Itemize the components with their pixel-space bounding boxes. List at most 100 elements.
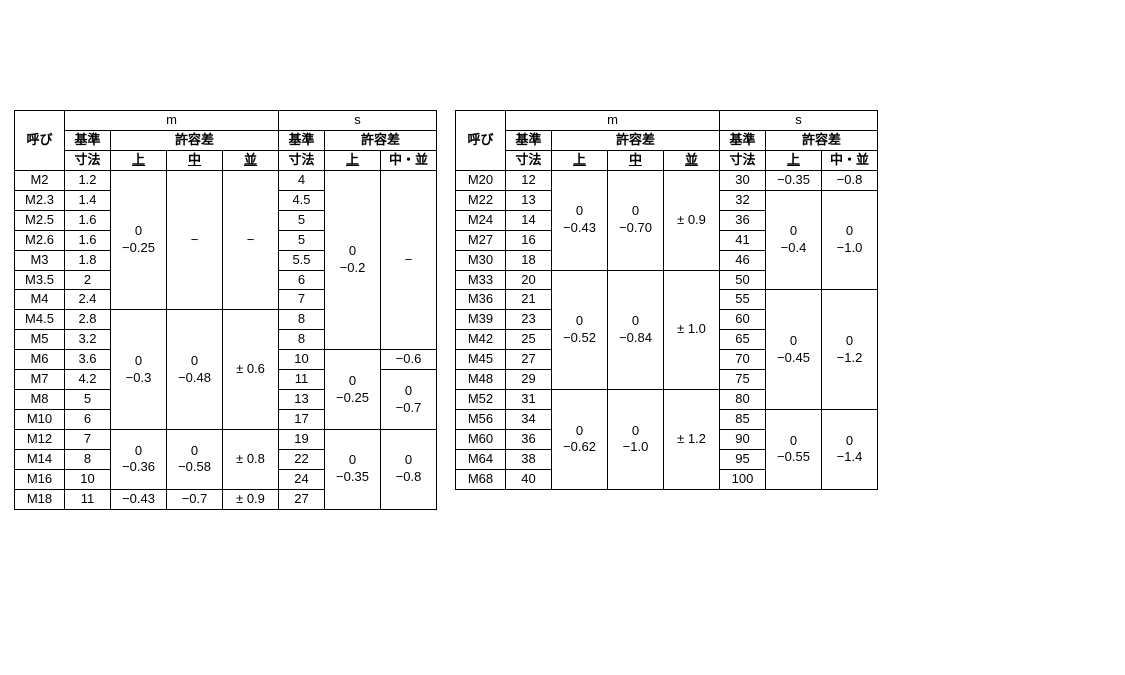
cell-k: 3.6 (65, 350, 111, 370)
cell-yobi: M22 (456, 190, 506, 210)
col-chu: 中 (167, 150, 223, 170)
cell-s: 7 (279, 290, 325, 310)
col-kijun: 基準 (279, 130, 325, 150)
cell-yobi: M33 (456, 270, 506, 290)
cell-m-chu: 0−1.0 (608, 390, 664, 490)
col-group-s: s (720, 111, 878, 131)
cell-yobi: M30 (456, 250, 506, 270)
cell-m-nami: − (223, 170, 279, 310)
cell-s: 80 (720, 390, 766, 410)
cell-k: 5 (65, 390, 111, 410)
cell-s-cn: − (381, 170, 437, 349)
col-kyoyo: 許容差 (552, 130, 720, 150)
cell-k: 27 (506, 350, 552, 370)
cell-yobi: M52 (456, 390, 506, 410)
table-header-row: 呼び m s (15, 111, 437, 131)
cell-s: 85 (720, 410, 766, 430)
cell-s-cn: 0−0.7 (381, 370, 437, 430)
cell-s: 22 (279, 449, 325, 469)
cell-s: 75 (720, 370, 766, 390)
cell-k: 1.8 (65, 250, 111, 270)
cell-k: 1.6 (65, 210, 111, 230)
cell-s: 24 (279, 469, 325, 489)
cell-k: 7 (65, 430, 111, 450)
cell-m-ue: 0−0.52 (552, 270, 608, 390)
cell-s: 11 (279, 370, 325, 390)
cell-m-ue: −0.43 (111, 489, 167, 509)
col-sunpo: 寸法 (279, 150, 325, 170)
cell-k: 20 (506, 270, 552, 290)
cell-yobi: M3.5 (15, 270, 65, 290)
cell-k: 38 (506, 449, 552, 469)
cell-m-chu: − (167, 170, 223, 310)
cell-k: 13 (506, 190, 552, 210)
cell-k: 1.6 (65, 230, 111, 250)
cell-yobi: M42 (456, 330, 506, 350)
cell-s: 8 (279, 330, 325, 350)
cell-yobi: M4.5 (15, 310, 65, 330)
col-group-m: m (506, 111, 720, 131)
cell-s-cn: 0−1.0 (822, 190, 878, 290)
col-chu-nami: 中・並 (822, 150, 878, 170)
cell-s: 6 (279, 270, 325, 290)
table-row: M12 7 0−0.36 0−0.58 ± 0.8 19 0−0.35 0−0.… (15, 430, 437, 450)
cell-s: 30 (720, 170, 766, 190)
cell-s-ue: 0−0.25 (325, 350, 381, 430)
tolerance-table-left: 呼び m s 基準 許容差 基準 許容差 寸法 上 中 並 寸法 上 中・並 M… (14, 110, 437, 510)
col-sunpo: 寸法 (506, 150, 552, 170)
cell-m-ue: 0−0.62 (552, 390, 608, 490)
cell-s: 55 (720, 290, 766, 310)
cell-s: 19 (279, 430, 325, 450)
col-kijun: 基準 (65, 130, 111, 150)
cell-k: 23 (506, 310, 552, 330)
cell-m-chu: 0−0.48 (167, 310, 223, 430)
table-header-row: 寸法 上 中 並 寸法 上 中・並 (15, 150, 437, 170)
cell-s: 100 (720, 469, 766, 489)
cell-yobi: M56 (456, 410, 506, 430)
cell-yobi: M10 (15, 410, 65, 430)
cell-yobi: M2 (15, 170, 65, 190)
cell-k: 1.4 (65, 190, 111, 210)
cell-m-ue: 0−0.36 (111, 430, 167, 490)
cell-k: 8 (65, 449, 111, 469)
cell-k: 25 (506, 330, 552, 350)
cell-m-ue: 0−0.25 (111, 170, 167, 310)
cell-k: 4.2 (65, 370, 111, 390)
cell-m-nami: ± 0.9 (223, 489, 279, 509)
cell-k: 2 (65, 270, 111, 290)
cell-k: 10 (65, 469, 111, 489)
cell-k: 12 (506, 170, 552, 190)
cell-m-nami: ± 0.8 (223, 430, 279, 490)
cell-k: 36 (506, 430, 552, 450)
table-row: M20 12 0−0.43 0−0.70 ± 0.9 30 −0.35 −0.8 (456, 170, 878, 190)
cell-m-ue: 0−0.43 (552, 170, 608, 270)
cell-s: 27 (279, 489, 325, 509)
cell-m-ue: 0−0.3 (111, 310, 167, 430)
table-header-row: 基準 許容差 基準 許容差 (15, 130, 437, 150)
table-header-row: 呼び m s (456, 111, 878, 131)
col-ue: 上 (111, 150, 167, 170)
cell-s: 50 (720, 270, 766, 290)
col-group-m: m (65, 111, 279, 131)
cell-s-ue: −0.35 (766, 170, 822, 190)
cell-yobi: M16 (15, 469, 65, 489)
cell-m-nami: ± 1.0 (664, 270, 720, 390)
cell-k: 3.2 (65, 330, 111, 350)
cell-k: 29 (506, 370, 552, 390)
table-header-row: 寸法 上 中 並 寸法 上 中・並 (456, 150, 878, 170)
cell-s: 65 (720, 330, 766, 350)
cell-yobi: M2.5 (15, 210, 65, 230)
col-kijun: 基準 (720, 130, 766, 150)
cell-s-cn: 0−0.8 (381, 430, 437, 510)
col-sunpo: 寸法 (65, 150, 111, 170)
cell-m-chu: 0−0.58 (167, 430, 223, 490)
cell-s-ue: 0−0.55 (766, 410, 822, 490)
col-yobi: 呼び (456, 111, 506, 171)
cell-s-cn: −0.8 (822, 170, 878, 190)
cell-s-ue: 0−0.2 (325, 170, 381, 349)
cell-yobi: M4 (15, 290, 65, 310)
cell-yobi: M24 (456, 210, 506, 230)
col-kijun: 基準 (506, 130, 552, 150)
cell-s: 90 (720, 430, 766, 450)
cell-s: 10 (279, 350, 325, 370)
